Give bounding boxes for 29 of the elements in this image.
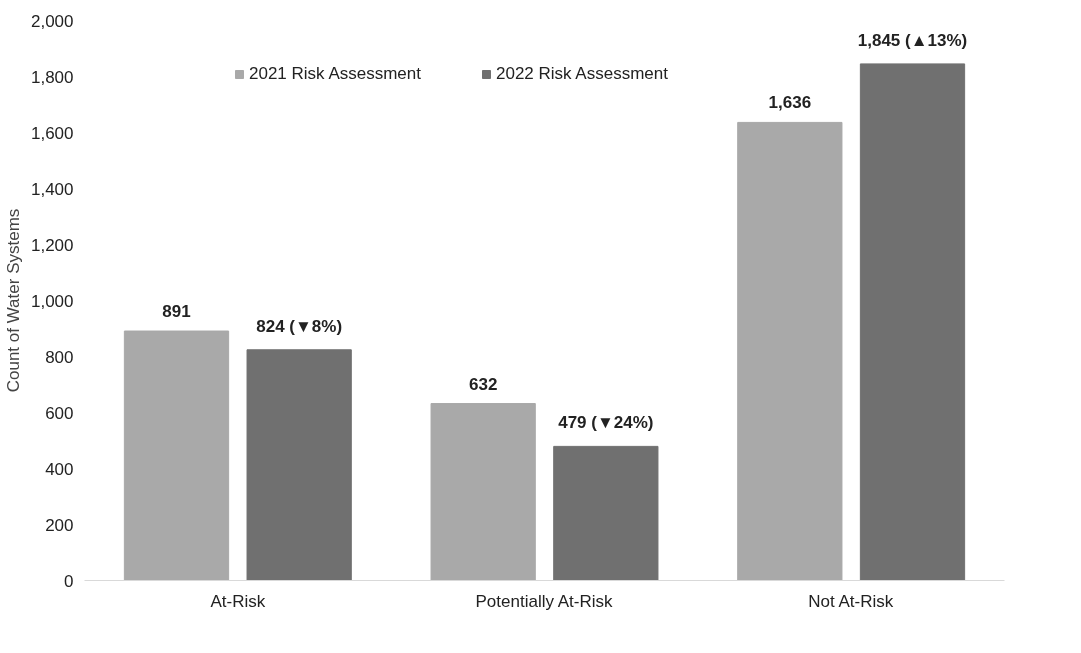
data-label: 1,845 (▲13%) [857, 30, 968, 50]
y-tick-label: 1,600 [30, 123, 74, 143]
bar [123, 330, 230, 581]
data-label: 632 [468, 374, 498, 394]
y-tick-label: 800 [45, 347, 74, 367]
y-axis-title: Count of Water Systems [3, 208, 23, 393]
y-tick-label: 1,000 [30, 291, 74, 311]
y-tick-label: 2,000 [30, 11, 74, 31]
y-tick-label: 600 [45, 403, 74, 423]
bar [737, 121, 843, 581]
y-tick-label: 0 [64, 571, 74, 591]
bar [553, 445, 659, 581]
bar [246, 349, 352, 581]
legend-label: 2021 Risk Assessment [249, 64, 421, 84]
x-tick-label: Potentially At-Risk [475, 591, 614, 611]
x-tick-label: Not At-Risk [808, 591, 894, 611]
y-tick-label: 1,200 [30, 235, 74, 255]
y-tick-label: 400 [45, 459, 74, 479]
bar [859, 63, 966, 581]
y-tick-label: 200 [45, 515, 74, 535]
x-tick-label: At-Risk [210, 591, 266, 611]
legend-label: 2022 Risk Assessment [495, 64, 668, 84]
data-label: 824 (▼8%) [256, 316, 343, 336]
data-label: 891 [162, 302, 191, 322]
data-label: 1,636 [768, 93, 812, 113]
bar [430, 403, 536, 581]
y-tick-label: 1,400 [30, 179, 74, 199]
y-tick-label: 1,800 [30, 67, 74, 87]
data-label: 479 (▼24%) [558, 413, 654, 433]
